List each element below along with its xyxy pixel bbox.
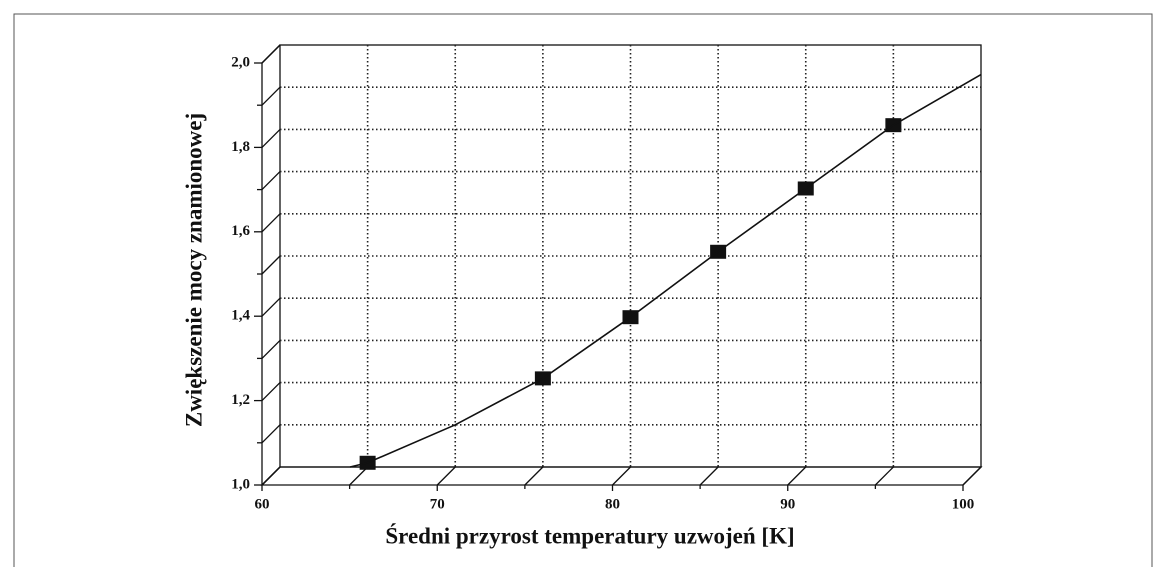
y-tick-label: 1,4 (231, 308, 250, 324)
x-tick-label: 100 (952, 496, 975, 512)
floor-line (962, 466, 982, 486)
fit-line (349, 73, 982, 468)
frame (13, 13, 1153, 567)
floor-line (436, 466, 456, 486)
x-axis-title: Średni przyrost temperatury uzwojeń [K] (385, 522, 794, 548)
y-tick-label: 2,0 (231, 54, 250, 70)
y-tick-label: 1,6 (231, 223, 250, 239)
y-tick-label: 1,0 (231, 476, 250, 492)
floor-line (612, 466, 631, 486)
wall-line (261, 128, 281, 148)
wall-line (261, 44, 281, 64)
floor-line (787, 466, 807, 486)
wall-line (261, 86, 281, 106)
x-tick-label: 90 (780, 496, 795, 512)
floor-line (699, 466, 719, 486)
floor-line (261, 466, 281, 486)
x-tick-label: 70 (430, 496, 445, 512)
y-axis-title: Zwiększenie mocy znamionowej (181, 113, 206, 427)
wall-line (261, 213, 281, 233)
floor-line (874, 466, 894, 486)
wall-line (261, 297, 281, 317)
x-tick-label: 80 (605, 496, 620, 512)
y-tick-label: 1,8 (231, 139, 250, 155)
floor-line (349, 466, 369, 486)
wall-line (261, 339, 281, 359)
floor-line (524, 466, 544, 486)
wall-line (261, 382, 281, 402)
y-tick-label: 1,2 (231, 392, 250, 408)
wall-line (261, 171, 281, 191)
wall-line (261, 255, 281, 275)
x-tick-label: 60 (255, 496, 270, 512)
wall-line (261, 424, 281, 444)
